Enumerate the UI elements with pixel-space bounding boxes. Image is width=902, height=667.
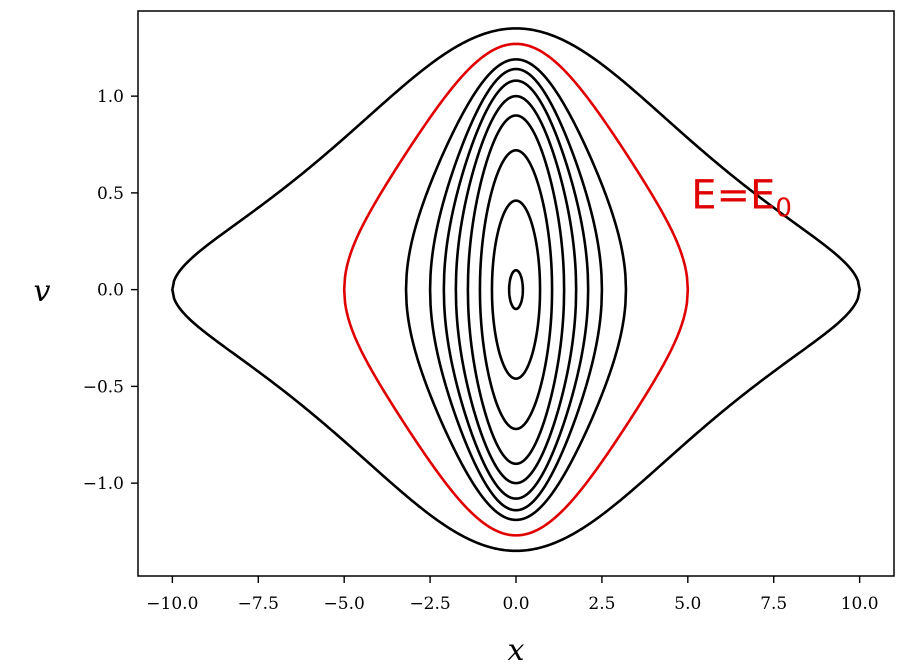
x-tick-label: 5.0 (674, 594, 701, 614)
y-tick-label: 0.5 (97, 184, 124, 204)
energy-annotation-main: E=E (691, 172, 775, 218)
x-tick-label: 2.5 (588, 594, 615, 614)
y-tick-label: 1.0 (97, 87, 124, 107)
y-tick-label: 0.0 (97, 281, 124, 301)
contour-curve-6 (428, 67, 604, 512)
y-axis-label: v (34, 274, 51, 309)
contour-curve-7 (404, 58, 628, 522)
contour-curve-8 (342, 42, 690, 537)
x-tick-label: −5.0 (324, 594, 365, 614)
contour-curve-5 (442, 79, 590, 500)
energy-annotation-subscript: 0 (775, 193, 792, 223)
energy-annotation: E=E0 (691, 172, 792, 223)
y-tick-label: −0.5 (83, 377, 124, 397)
contour-curve-1 (490, 199, 542, 380)
x-tick-label: −7.5 (238, 594, 279, 614)
contour-curve-0 (507, 268, 525, 311)
contour-curve-3 (466, 114, 566, 466)
contour-curve-9 (171, 27, 861, 553)
x-axis: −10.0 −7.5 −5.0 −2.5 0.0 2.5 5.0 7.5 10.0 (146, 576, 879, 614)
x-tick-label: −10.0 (146, 594, 198, 614)
contour-curve-2 (478, 149, 554, 431)
x-tick-label: −2.5 (409, 594, 450, 614)
x-axis-label: x (508, 633, 525, 667)
y-axis: −1.0 −0.5 0.0 0.5 1.0 (83, 87, 138, 494)
curve-group (171, 27, 861, 553)
y-tick-label: −1.0 (83, 474, 124, 494)
contour-curve-4 (454, 94, 578, 485)
x-tick-label: 10.0 (841, 594, 879, 614)
x-tick-label: 7.5 (760, 594, 787, 614)
x-tick-label: 0.0 (502, 594, 529, 614)
